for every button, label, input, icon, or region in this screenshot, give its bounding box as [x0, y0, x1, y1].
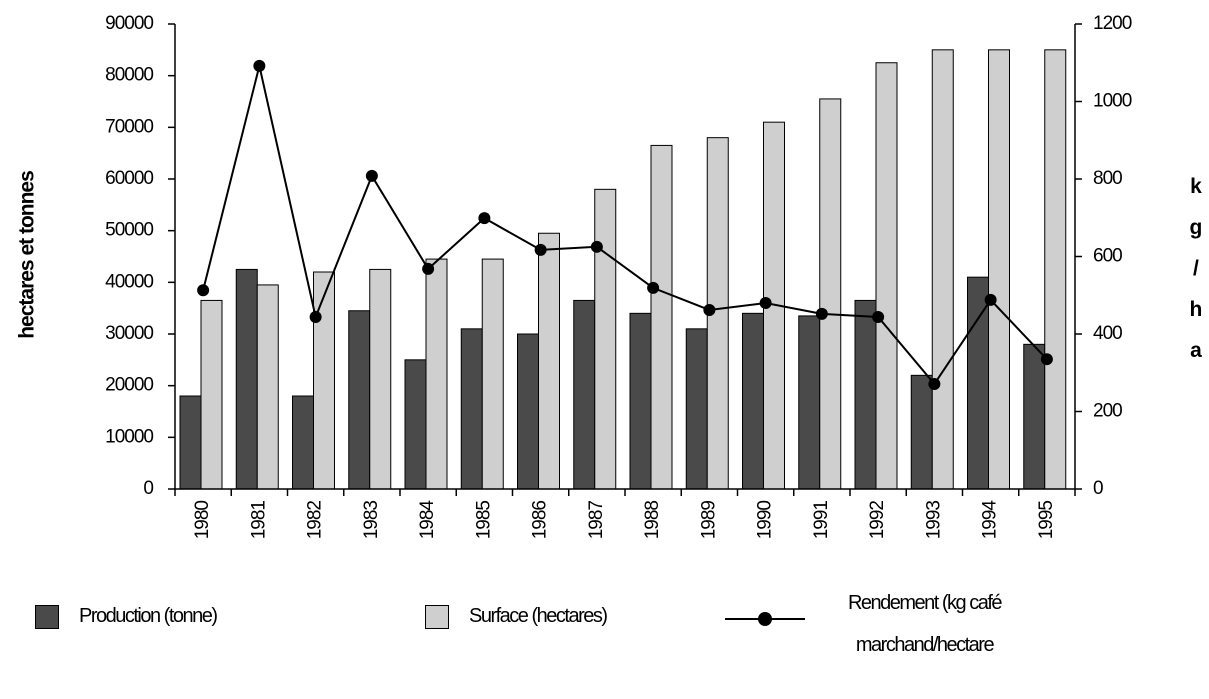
bar — [292, 395, 314, 490]
bar — [798, 315, 821, 490]
y-tick-label: 30000 — [105, 323, 153, 344]
x-tick-label: 1982 — [305, 501, 326, 540]
bar — [481, 258, 504, 490]
y-tick-label: 60000 — [105, 168, 153, 189]
x-tick-label: 1984 — [417, 500, 438, 540]
legend-label: Surface (hectares) — [469, 605, 608, 627]
x-tick-label: 1986 — [530, 501, 551, 540]
y2-tick-label: 0 — [1093, 478, 1103, 499]
bar — [573, 299, 596, 490]
x-tick-label: 1991 — [811, 501, 832, 540]
point — [309, 310, 322, 323]
point — [872, 310, 885, 323]
bar — [650, 144, 673, 490]
y2-tick-label: 800 — [1093, 168, 1122, 189]
bar — [200, 299, 223, 490]
x-tick-label: 1990 — [755, 501, 776, 540]
bar — [629, 312, 652, 490]
x-tick-label: 1993 — [923, 501, 944, 540]
x-tick-label: 1987 — [586, 501, 607, 540]
bar — [742, 312, 764, 490]
bar — [256, 284, 279, 490]
point — [197, 284, 210, 297]
bar — [313, 271, 335, 490]
y-tick-label: 10000 — [105, 426, 153, 447]
y-tick-label: 40000 — [105, 271, 153, 292]
legend-swatch — [35, 605, 59, 629]
y-tick-label: 70000 — [105, 116, 153, 137]
point — [1040, 353, 1053, 366]
x-tick-label: 1994 — [980, 500, 1001, 540]
bar — [1044, 49, 1067, 490]
legend-label: Rendement (kg café marchand/hectare — [847, 592, 1003, 656]
point — [422, 262, 435, 275]
point — [478, 212, 491, 225]
y2-tick-label: 400 — [1093, 323, 1122, 344]
bar — [235, 268, 258, 490]
bar — [931, 49, 954, 490]
point — [759, 297, 772, 309]
legend-label: Production (tonne) — [79, 605, 218, 627]
point — [703, 303, 716, 316]
legend-item: Rendement (kg café marchand/hectare — [725, 582, 1032, 666]
bar — [1023, 343, 1046, 490]
x-tick-label: 1988 — [642, 501, 663, 540]
bar — [460, 328, 483, 490]
bar — [685, 328, 708, 490]
x-tick-label: 1980 — [192, 501, 213, 540]
y2-tick-label: 600 — [1093, 246, 1122, 267]
bar — [854, 299, 877, 490]
y-tick-label: 0 — [143, 478, 153, 499]
point — [815, 307, 828, 320]
x-tick-label: 1985 — [473, 501, 494, 540]
y-tick-label: 20000 — [105, 375, 153, 396]
bar — [404, 359, 427, 490]
bar — [910, 374, 933, 490]
legend-swatch — [725, 612, 805, 626]
point — [590, 240, 603, 253]
point — [647, 281, 660, 294]
x-tick-label: 1995 — [1036, 501, 1057, 540]
point — [984, 293, 997, 306]
y2-axis-label: kg/ha — [1184, 175, 1207, 380]
bar — [988, 49, 1010, 490]
y-tick-label: 90000 — [105, 13, 153, 34]
bar — [517, 333, 539, 490]
bar — [348, 310, 371, 490]
chart: hectares et tonnes kg/ha 010000200003000… — [16, 13, 1208, 540]
y-tick-label: 50000 — [105, 220, 153, 241]
legend-swatch — [425, 605, 449, 629]
bar — [819, 98, 842, 490]
bar — [425, 258, 448, 490]
y2-tick-label: 200 — [1093, 401, 1122, 422]
bar — [369, 268, 392, 490]
point — [928, 377, 941, 390]
bar — [594, 188, 617, 490]
y2-tick-label: 1000 — [1093, 91, 1132, 112]
bar — [875, 62, 898, 490]
x-tick-label: 1981 — [248, 501, 269, 540]
line — [202, 65, 1048, 386]
point — [534, 243, 547, 256]
y2-tick-label: 1200 — [1093, 13, 1132, 34]
y-tick-label: 80000 — [105, 65, 153, 86]
point — [253, 59, 266, 72]
bar — [538, 232, 560, 490]
x-tick-label: 1992 — [867, 501, 888, 540]
legend-item: Production (tonne) — [35, 605, 218, 629]
legend-item: Surface (hectares) — [425, 605, 608, 629]
x-tick-label: 1989 — [698, 501, 719, 540]
point — [365, 169, 378, 182]
y-axis-label: hectares et tonnes — [16, 171, 39, 339]
bar — [179, 395, 202, 490]
x-tick-label: 1983 — [361, 501, 382, 540]
